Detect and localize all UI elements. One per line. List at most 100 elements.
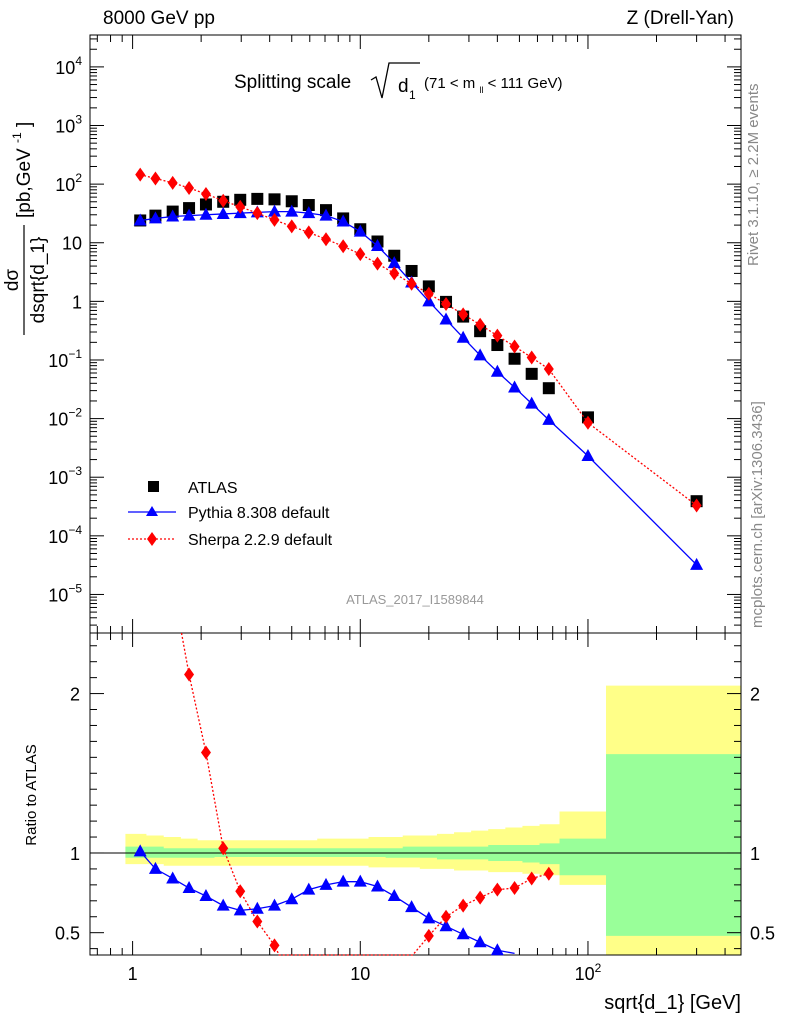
main-point-2-14 xyxy=(372,256,383,271)
ratio-point-0-20 xyxy=(473,935,487,948)
main-point-1-26 xyxy=(690,557,704,570)
main-point-2-19 xyxy=(458,307,469,322)
ratio-point-0-19 xyxy=(456,927,470,940)
y-tick-label: 10−3 xyxy=(48,464,82,488)
main-point-0-10 xyxy=(302,199,315,212)
main-point-2-15 xyxy=(389,266,400,281)
ratio-point-0-16 xyxy=(405,900,419,913)
ratio-series-line-1 xyxy=(180,632,549,956)
ratio-point-0-17 xyxy=(422,911,436,924)
ratio-point-0-2 xyxy=(166,871,180,884)
main-point-1-4 xyxy=(199,207,213,220)
plot-title-variable-sub: 1 xyxy=(409,88,416,102)
y-tick-label: 10 xyxy=(62,234,82,254)
main-point-2-25 xyxy=(582,415,593,430)
ratio-y-tick-label-right: 0.5 xyxy=(750,924,775,944)
main-point-2-2 xyxy=(167,175,178,190)
main-point-2-11 xyxy=(320,232,331,247)
main-point-0-22 xyxy=(508,352,521,365)
ratio-y-tick-label: 1 xyxy=(70,844,80,864)
y-tick-label: 10−1 xyxy=(48,347,82,371)
main-point-2-21 xyxy=(492,328,503,343)
ratio-point-1-2 xyxy=(200,745,211,760)
main-point-2-9 xyxy=(286,219,297,234)
ratio-inner-band xyxy=(125,754,742,936)
main-point-0-9 xyxy=(285,195,298,208)
main-point-1-20 xyxy=(473,348,487,361)
svg-text:Pythia 8.308 default: Pythia 8.308 default xyxy=(188,505,330,522)
main-point-2-23 xyxy=(526,350,537,365)
x-axis-label: sqrt{d_1} [GeV] xyxy=(604,992,741,1014)
plot-title-variable: d xyxy=(398,76,409,97)
main-point-1-24 xyxy=(542,412,556,425)
main-y-axis-label: dσ dsqrt{d_1} [pb,GeV -1 ] xyxy=(2,122,49,335)
main-point-2-22 xyxy=(509,339,520,354)
y-tick-label: 102 xyxy=(55,171,82,195)
main-point-1-11 xyxy=(319,208,333,221)
ratio-point-1-1 xyxy=(184,667,195,682)
main-point-2-6 xyxy=(235,199,246,214)
main-point-1-13 xyxy=(353,224,367,237)
main-point-2-0 xyxy=(135,167,146,182)
main-point-2-5 xyxy=(218,193,229,208)
main-point-2-12 xyxy=(338,239,349,254)
main-point-2-17 xyxy=(423,286,434,301)
main-point-1-10 xyxy=(302,206,316,219)
main-point-1-5 xyxy=(216,206,230,219)
ratio-point-0-10 xyxy=(302,882,316,895)
ratio-y-tick-label-right: 2 xyxy=(750,685,760,705)
y-tick-label: 10−2 xyxy=(48,406,82,430)
y-tick-label: 104 xyxy=(55,54,82,78)
main-point-2-13 xyxy=(355,247,366,262)
main-point-0-23 xyxy=(525,367,538,380)
main-point-1-12 xyxy=(336,214,350,227)
plot-title: Splitting scale xyxy=(234,72,351,93)
x-tick-label: 1 xyxy=(128,964,138,984)
svg-text:[pb,GeV -1 ]: [pb,GeV -1 ] xyxy=(5,122,35,218)
ratio-plot-frame xyxy=(89,632,742,956)
ratio-point-1-11 xyxy=(458,898,469,913)
main-point-1-14 xyxy=(370,239,384,252)
main-point-2-26 xyxy=(691,498,702,513)
svg-text:dσ: dσ xyxy=(2,269,23,292)
ratio-point-0-6 xyxy=(233,903,247,916)
svg-text:Sherpa 2.2.9 default: Sherpa 2.2.9 default xyxy=(188,532,333,549)
ratio-point-1-15 xyxy=(526,871,537,886)
ratio-point-1-13 xyxy=(492,882,503,897)
ratio-point-1-9 xyxy=(423,928,434,943)
ratio-point-1-6 xyxy=(269,938,280,953)
main-point-2-20 xyxy=(475,317,486,332)
plot-title-range: (71 < m ll < 111 GeV) xyxy=(424,75,563,97)
main-point-1-23 xyxy=(525,396,539,409)
ratio-point-0-1 xyxy=(148,861,162,874)
ratio-y-tick-label-right: 1 xyxy=(750,844,760,864)
sqrt-symbol xyxy=(370,62,420,99)
y-tick-label: 10−4 xyxy=(48,523,82,547)
main-point-2-1 xyxy=(150,171,161,186)
main-point-2-10 xyxy=(303,225,314,240)
legend: ATLAS Pythia 8.308 default Sherpa 2.2.9 … xyxy=(128,480,333,549)
ratio-point-0-14 xyxy=(370,879,384,892)
main-point-0-15 xyxy=(388,249,401,262)
main-point-1-3 xyxy=(182,208,196,221)
main-point-2-18 xyxy=(441,297,452,312)
ratio-point-1-3 xyxy=(218,841,229,856)
process-label: Z (Drell-Yan) xyxy=(626,8,734,29)
main-point-1-0 xyxy=(133,213,147,226)
legend-item-sherpa: Sherpa 2.2.9 default xyxy=(128,532,333,549)
ratio-point-1-14 xyxy=(509,881,520,896)
svg-text:dsqrt{d_1}: dsqrt{d_1} xyxy=(28,237,49,324)
ratio-point-0-7 xyxy=(250,901,264,914)
main-point-0-7 xyxy=(251,192,264,205)
ratio-point-0-11 xyxy=(319,877,333,890)
main-point-1-22 xyxy=(508,380,522,393)
main-point-1-25 xyxy=(581,449,595,462)
main-point-1-9 xyxy=(285,204,299,217)
ratio-point-0-8 xyxy=(268,898,282,911)
ratio-y-tick-label: 2 xyxy=(70,685,80,705)
main-point-2-16 xyxy=(406,276,417,291)
main-point-1-18 xyxy=(439,312,453,325)
main-point-1-21 xyxy=(490,364,504,377)
analysis-id-label: ATLAS_2017_I1589844 xyxy=(346,592,484,607)
